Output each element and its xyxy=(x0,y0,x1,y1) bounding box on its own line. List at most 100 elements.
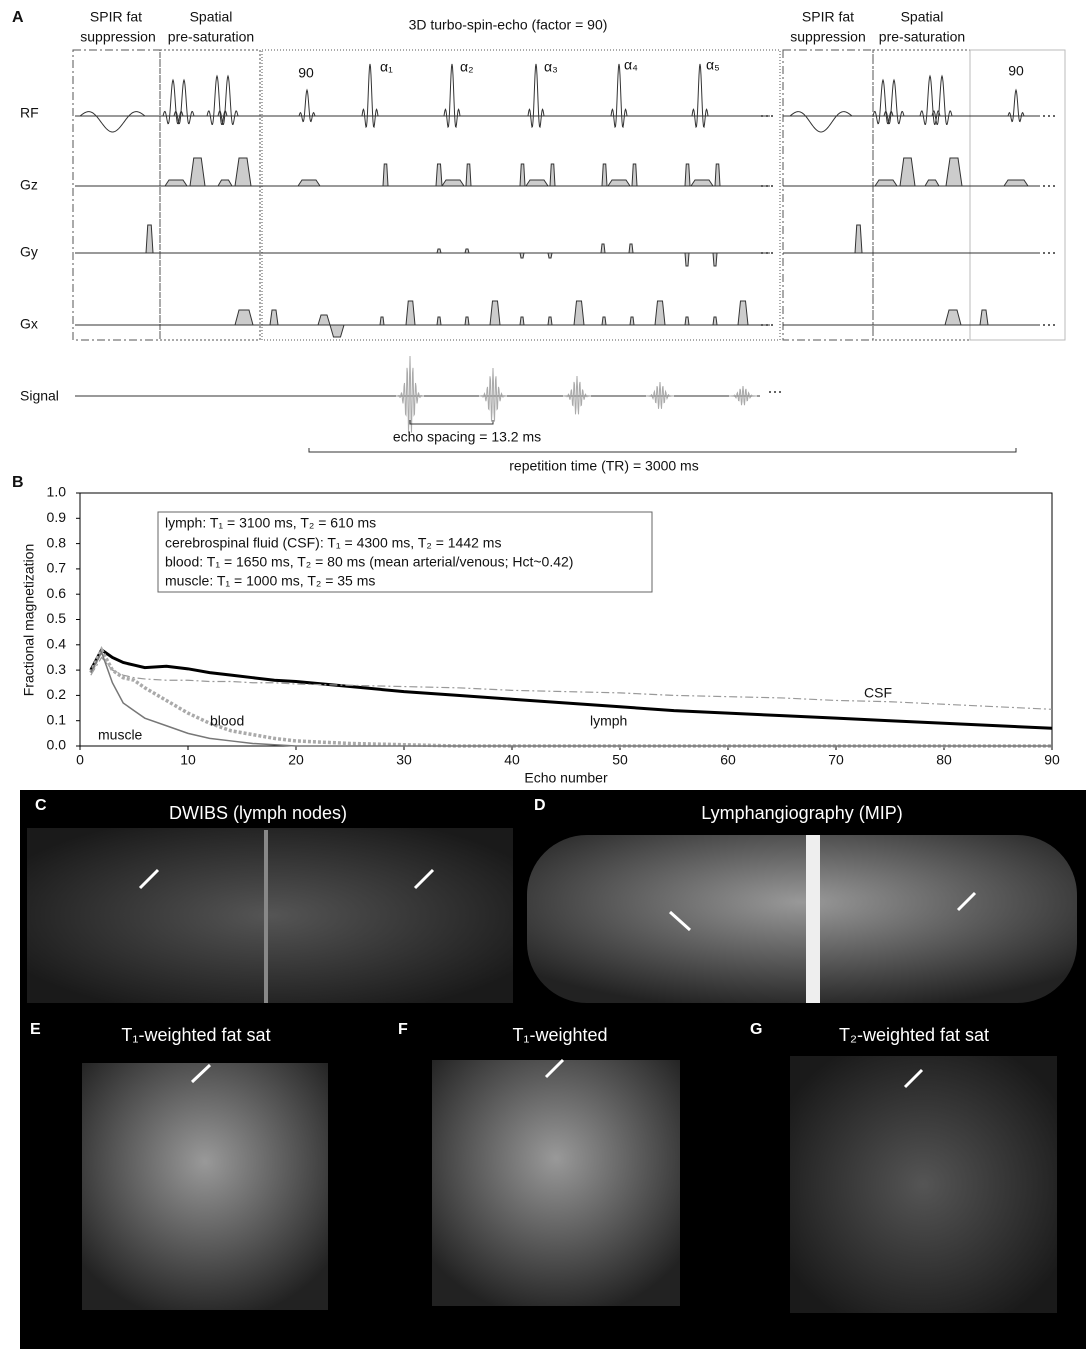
block-header: Spatial xyxy=(901,9,944,25)
gradient xyxy=(690,179,714,187)
gradient xyxy=(737,300,749,326)
gradient xyxy=(382,163,389,187)
rf-pulse xyxy=(217,74,239,126)
pulse-label: α₁ xyxy=(380,59,393,75)
ellipsis xyxy=(766,185,768,187)
gradient xyxy=(600,243,606,254)
gradient xyxy=(924,179,940,187)
gradient xyxy=(519,163,526,187)
rf-pulse xyxy=(883,78,905,125)
image-title: T₁-weighted xyxy=(512,1025,607,1045)
gradient xyxy=(712,316,718,326)
gradient xyxy=(441,179,465,187)
image-title: T₁-weighted fat sat xyxy=(121,1025,270,1045)
panel-label: D xyxy=(534,797,546,814)
sequence-frames xyxy=(72,49,1066,341)
sequence-diagram xyxy=(75,63,1055,453)
gradient xyxy=(297,179,321,187)
gradient xyxy=(854,224,863,254)
pulse-label: 90 xyxy=(1008,63,1024,79)
y-tick-label: 0.2 xyxy=(47,686,67,702)
rf-pulse xyxy=(789,111,853,133)
block-header: pre-saturation xyxy=(879,29,965,45)
x-axis-label: Echo number xyxy=(524,770,608,786)
x-tick-label: 20 xyxy=(288,752,304,768)
gradient xyxy=(435,163,443,187)
pulse-label: α₄ xyxy=(624,57,638,73)
panel-label: E xyxy=(30,1021,41,1038)
ellipsis xyxy=(771,252,773,254)
image-title: T₂-weighted fat sat xyxy=(839,1025,989,1045)
ellipsis xyxy=(779,391,781,393)
ellipsis xyxy=(761,115,763,117)
echo xyxy=(395,355,425,433)
y-axis-label: Fractional magnetization xyxy=(21,544,37,697)
gradient xyxy=(519,316,525,326)
rf-pulse xyxy=(872,78,894,125)
rf-pulse xyxy=(79,111,146,133)
gradient xyxy=(601,316,607,326)
gradient xyxy=(436,316,442,326)
y-tick-label: 0.6 xyxy=(47,585,67,601)
block-header: 3D turbo-spin-echo (factor = 90) xyxy=(409,17,608,33)
ellipsis xyxy=(761,252,763,254)
block-header: SPIR fat xyxy=(90,9,142,25)
gradient xyxy=(629,316,635,326)
image-title: Lymphangiography (MIP) xyxy=(701,803,902,823)
gradient xyxy=(944,309,962,326)
ellipsis xyxy=(771,324,773,326)
series-line xyxy=(89,647,1053,730)
image xyxy=(527,835,1077,1003)
ellipsis xyxy=(1043,324,1045,326)
rf-pulse xyxy=(298,88,316,123)
panel-label: A xyxy=(12,9,24,26)
rf-pulse xyxy=(162,78,184,125)
gradient xyxy=(547,252,553,259)
row-label: Gx xyxy=(20,316,38,332)
gradient xyxy=(269,309,279,326)
y-tick-label: 0.9 xyxy=(47,509,67,525)
block-header: SPIR fat xyxy=(802,9,854,25)
annotation: lymph: T₁ = 3100 ms, T₂ = 610 ms xyxy=(165,515,376,531)
x-tick-label: 10 xyxy=(180,752,196,768)
gradient xyxy=(1003,179,1029,187)
series-label: blood xyxy=(210,713,244,729)
x-tick-label: 60 xyxy=(720,752,736,768)
ellipsis xyxy=(774,391,776,393)
series-line xyxy=(89,645,1052,748)
ellipsis xyxy=(761,324,763,326)
gradient xyxy=(465,163,472,187)
gradient xyxy=(145,224,154,254)
rf-pulse xyxy=(206,74,228,126)
ellipsis xyxy=(1043,252,1045,254)
row-label: Signal xyxy=(20,388,59,404)
gradient xyxy=(436,248,442,254)
gradient xyxy=(405,300,416,326)
gradient xyxy=(631,163,638,187)
pulse-label: 90 xyxy=(298,65,314,81)
y-tick-label: 0.8 xyxy=(47,534,67,550)
arrows xyxy=(138,868,977,1089)
ellipsis xyxy=(1053,185,1055,187)
echo-spacing: echo spacing = 13.2 ms xyxy=(393,429,541,445)
x-tick-label: 70 xyxy=(828,752,844,768)
gradient xyxy=(549,163,556,187)
gradient xyxy=(714,163,721,187)
gradient xyxy=(945,157,963,187)
pulse-label: α₂ xyxy=(460,59,474,75)
gradient xyxy=(979,309,989,326)
x-tick-label: 40 xyxy=(504,752,520,768)
row-label: Gz xyxy=(20,177,38,193)
block-header: suppression xyxy=(790,29,866,45)
ellipsis xyxy=(771,185,773,187)
gradient xyxy=(217,179,233,187)
rf-pulse xyxy=(691,63,709,129)
gradient xyxy=(234,309,254,326)
ellipsis xyxy=(1048,252,1050,254)
gradient xyxy=(601,163,608,187)
gradient xyxy=(164,179,188,187)
echo xyxy=(728,385,758,406)
image xyxy=(432,1060,680,1306)
y-tick-label: 0.0 xyxy=(47,737,67,753)
plot: 0.0 0.1 0.2 0.3 0.4 0.5 0.6 0.7 0.8 0.9 1.0 0 10 20 30… xyxy=(47,484,1060,768)
